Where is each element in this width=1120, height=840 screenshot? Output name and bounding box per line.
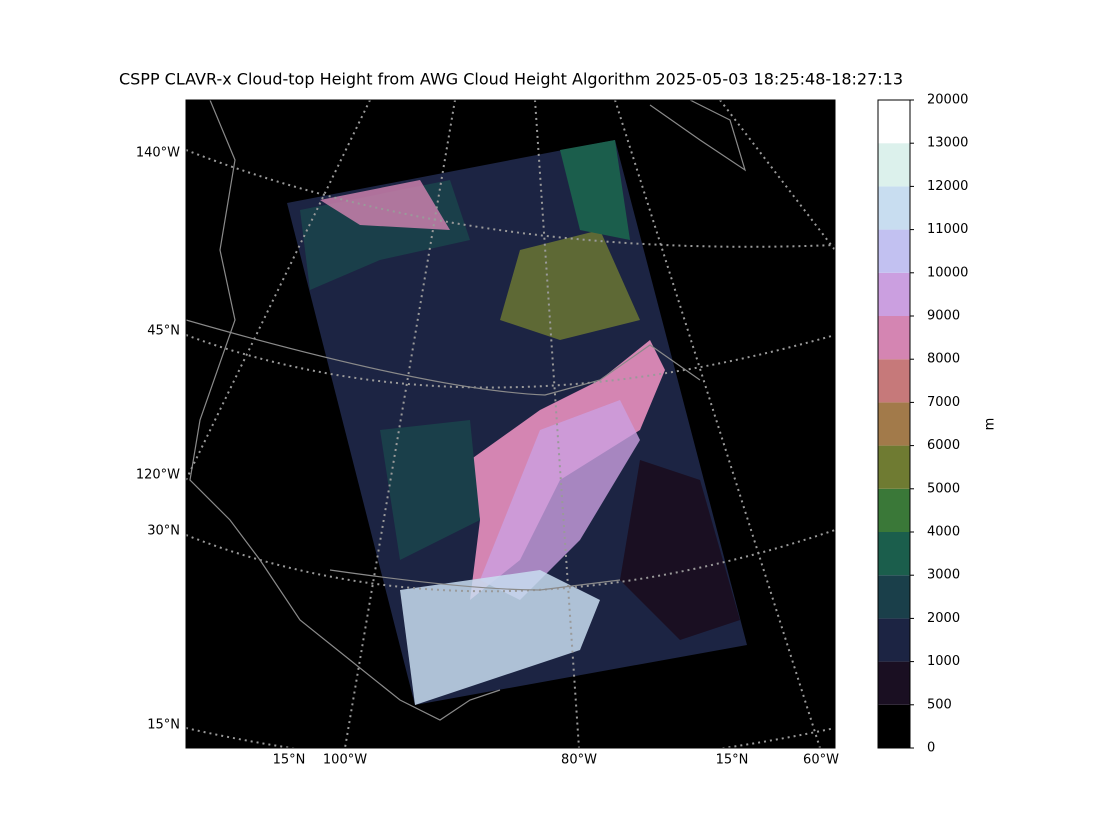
colorbar-tick-label: 6000 [927,438,960,453]
colorbar-frame [877,99,911,749]
lat-lon-label: 45°N [147,324,180,339]
colorbar-segment [878,186,910,230]
colorbar-tick-label: 0 [927,741,935,756]
graticule [186,334,835,389]
lat-lon-label: 120°W [136,468,180,483]
colorbar-label: m [983,418,998,431]
cloud-area [480,400,640,600]
cloud-area [320,180,450,230]
cloud-area [500,230,640,340]
colorbar-segment [878,575,910,619]
lat-lon-label: 15°N [716,753,749,768]
colorbar-tick-label: 8000 [927,352,960,367]
colorbar-segment [878,272,910,316]
colorbar-segment [878,704,910,748]
cloud-area [620,460,740,640]
cloud-area [560,140,630,240]
colorbar-tick-label: 1000 [927,654,960,669]
colorbar-segment [878,359,910,403]
colorbar-segment [878,488,910,532]
colorbar-tick-label: 11000 [927,222,968,237]
colorbar-tick-label: 3000 [927,568,960,583]
map-labels: 140°W 45°N 120°W 30°N 15°N 15°N 100°W 80°W 15°N 6… [136,146,839,768]
border [186,319,701,396]
map-frame [185,99,836,749]
colorbar-tick-label: 5000 [927,481,960,496]
colorbar-tick-label: 13000 [927,136,968,151]
colorbar-segment [878,143,910,187]
graticule [186,529,835,593]
border [329,569,621,591]
cloud-area [400,570,600,705]
colorbar-tick-label: 20000 [927,93,968,108]
graticule [534,100,580,748]
lat-lon-label: 15°N [273,753,306,768]
graticule [186,149,835,248]
colorbar-tick-label: 2000 [927,611,960,626]
title: CSPP CLAVR-x Cloud-top Height from AWG C… [119,70,903,89]
colorbar-segment [878,316,910,360]
colorbar-tick-label: 4000 [927,525,960,540]
colorbar-segment [878,618,910,662]
colorbar-tick-label: 10000 [927,265,968,280]
graticule [344,100,456,748]
colorbar-segment [878,532,910,576]
graticule [186,100,371,481]
lat-lon-label: 140°W [136,146,180,161]
coastline [649,100,747,172]
lat-lon-label: 30°N [147,524,180,539]
map [185,99,836,749]
graticule [186,727,835,748]
coastline [189,100,501,721]
colorbar-segment [878,661,910,705]
colorbar-tick-label: 9000 [927,309,960,324]
cloud-area [380,420,480,560]
graticule [719,100,835,251]
colorbar-tick-label: 12000 [927,179,968,194]
colorbar-segment [878,229,910,273]
lat-lon-label: 100°W [323,753,367,768]
lat-lon-label: 60°W [803,753,839,768]
colorbar-segment [878,100,910,144]
colorbar-segment [878,402,910,446]
colorbar-segment [878,445,910,489]
lat-lon-label: 15°N [147,718,180,733]
lat-lon-label: 80°W [561,753,597,768]
colorbar: 0 500 1000 2000 3000 4000 5000 6000 7000 8000 9000… [877,93,968,756]
colorbar-tick-label: 7000 [927,395,960,410]
colorbar-tick-label: 500 [927,697,952,712]
